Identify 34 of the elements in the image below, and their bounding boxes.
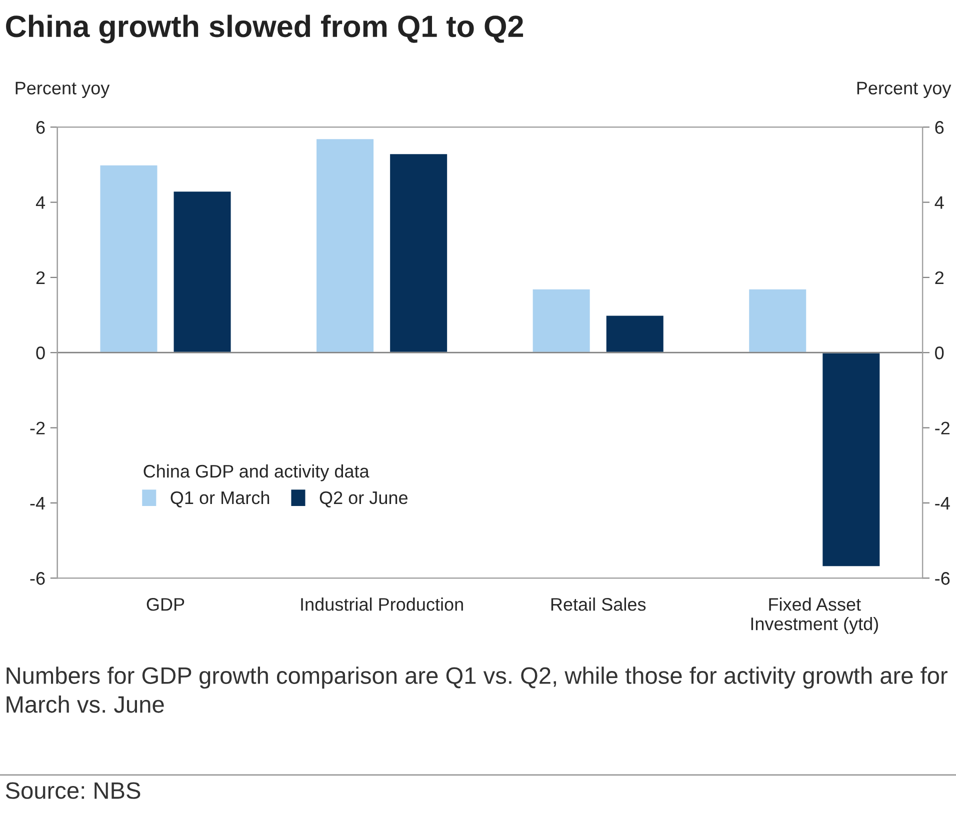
y2-tick-label: -6: [935, 572, 950, 585]
x-tick-label: GDP: [146, 598, 184, 611]
bar: [388, 152, 448, 354]
y-tick-label: 6: [36, 121, 45, 134]
bar: [172, 190, 232, 354]
x-tick-label: Industrial Production: [301, 598, 463, 611]
y2-tick-label: 0: [935, 346, 944, 360]
legend-label: Q2 or June: [320, 491, 408, 508]
source-note: Source: NBS: [6, 782, 140, 799]
text: Numbers for GDP growth comparison are Q1 vs. Q2, while those for activity growth are for March vs. June: [6, 666, 948, 713]
x-tick-label: Fixed Asset Investment (ytd): [751, 598, 878, 634]
legend-label: Q1 or March: [170, 490, 270, 508]
y-tick-label: -4: [30, 497, 46, 510]
bar: [98, 164, 159, 354]
y-axis-title: Percent yoy: [16, 82, 110, 98]
y-tick-label: -6: [30, 572, 45, 585]
y2-axis-title: Percent yoy: [857, 82, 952, 98]
chart-title: China growth slowed from Q1 to Q2: [6, 14, 524, 44]
y2-tick-label: -4: [935, 497, 950, 510]
y2-tick-label: 4: [934, 196, 944, 209]
bar: [531, 288, 592, 354]
y-tick-label: 2: [36, 271, 45, 284]
y2-tick-label: 2: [935, 271, 944, 284]
y-tick-label: -2: [30, 422, 45, 434]
bar: [821, 352, 882, 568]
y-tick-label: 4: [36, 196, 46, 209]
bar: [748, 288, 808, 354]
y2-tick-label: 6: [935, 121, 944, 134]
y2-tick-label: -2: [935, 422, 950, 434]
y-tick-label: 0: [36, 346, 45, 360]
x-tick-label: Retail Sales: [551, 598, 646, 611]
bar: [604, 314, 665, 354]
legend-title: China GDP and activity data: [144, 464, 370, 482]
bar: [315, 138, 375, 354]
